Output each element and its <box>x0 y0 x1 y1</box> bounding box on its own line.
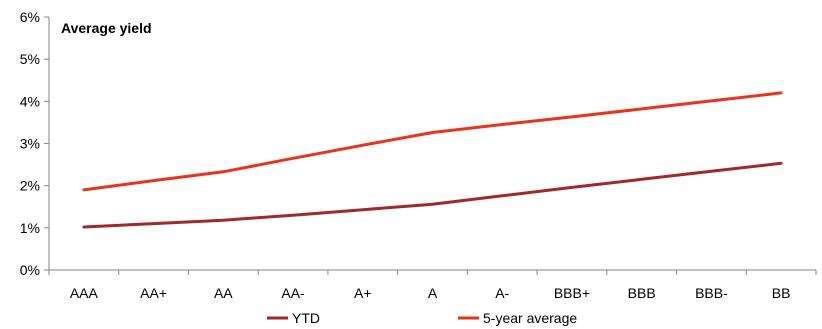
y-tick-label: 3% <box>20 136 40 152</box>
y-tick-label: 5% <box>20 51 40 67</box>
x-tick-label: A <box>428 285 438 301</box>
x-tick-label: A+ <box>354 285 372 301</box>
x-tick-label: AA+ <box>140 285 167 301</box>
x-tick-label: AA <box>214 285 233 301</box>
legend-label-1: 5-year average <box>483 310 577 326</box>
series-line-0 <box>82 161 783 229</box>
x-tick-label: A- <box>495 285 509 301</box>
x-tick-label: BBB+ <box>554 285 590 301</box>
y-tick-label: 1% <box>20 220 40 236</box>
y-tick-label: 4% <box>20 93 40 109</box>
y-ticks: 0% 1% 2% 3% 4% 5% 6% <box>20 9 49 278</box>
axes <box>48 17 816 271</box>
y-tick-label: 2% <box>20 178 40 194</box>
x-tick-label: AAA <box>70 285 99 301</box>
y-tick-label: 0% <box>20 262 40 278</box>
legend-label-0: YTD <box>292 310 320 326</box>
chart-title: Average yield <box>61 20 152 36</box>
x-tick-label: BB <box>772 285 791 301</box>
x-tick-label: AA- <box>281 285 305 301</box>
y-tick-label: 6% <box>20 9 40 25</box>
series-line-1 <box>82 91 783 192</box>
x-ticks: AAA AA+ AA AA- A+ A A- BBB+ BBB BBB- BB <box>48 270 817 301</box>
legend: YTD 5-year average <box>267 310 577 326</box>
x-tick-label: BBB <box>628 285 656 301</box>
series-group <box>82 91 783 229</box>
x-tick-label: BBB- <box>695 285 728 301</box>
